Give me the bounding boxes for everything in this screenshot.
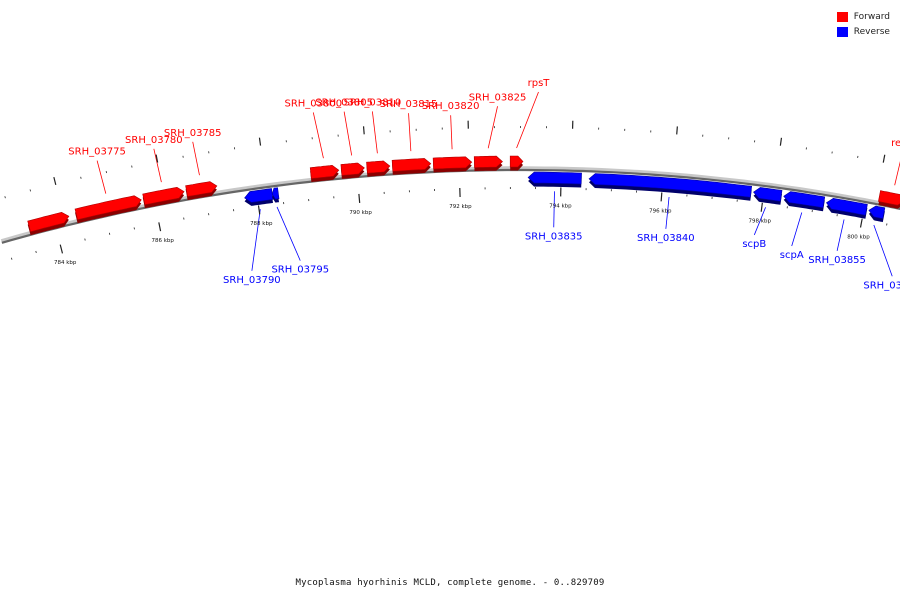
gene-arrow[interactable] — [309, 164, 340, 179]
outer-tick — [155, 154, 159, 163]
gene-arrow[interactable] — [527, 171, 582, 185]
gene-leader-line — [251, 209, 261, 271]
legend: Forward Reverse — [836, 9, 890, 39]
gene-arrow[interactable] — [473, 155, 503, 168]
gene-leader-line — [791, 212, 803, 247]
gene-arrow[interactable] — [588, 173, 753, 198]
scale-label: 790 kbp — [349, 210, 372, 216]
gene-arrow[interactable] — [753, 187, 783, 202]
gene-label: rpsT — [528, 78, 551, 89]
gene-label: SRH_03825 — [469, 92, 527, 103]
scale-tick — [257, 205, 261, 215]
backbone-line — [1, 168, 900, 244]
scale-label: 788 kbp — [250, 221, 273, 227]
gene-arrow[interactable] — [340, 162, 365, 176]
gene-label: SRH_03855 — [808, 255, 866, 266]
gene-leader-line — [408, 113, 412, 152]
scale-tick — [59, 244, 64, 254]
gene-label: SRH_03800 — [284, 98, 342, 109]
gene-label: SRH_03835 — [525, 231, 583, 242]
scale-tick — [859, 218, 863, 228]
gene-leader-line — [276, 206, 301, 261]
gene-label: SRH_03860 — [863, 280, 900, 291]
gene-label: scpB — [742, 239, 766, 250]
legend-swatch-reverse — [836, 26, 848, 37]
gene-label: SRH_03795 — [271, 265, 329, 276]
legend-label-forward: Forward — [853, 11, 890, 22]
outer-tick — [53, 176, 57, 186]
gene-arrow[interactable] — [27, 211, 70, 233]
gene-leader-line — [343, 111, 353, 156]
gene-arrow[interactable] — [825, 197, 868, 216]
gene-label: SRH_03815 — [380, 99, 438, 110]
gene-label: SRH_03780 — [125, 135, 183, 146]
gene-arrow[interactable] — [74, 195, 142, 221]
outer-tick — [258, 137, 262, 146]
gene-leader-line — [553, 191, 555, 228]
scale-tick — [158, 222, 162, 232]
scale-tick — [660, 192, 663, 202]
gene-leader-line — [192, 141, 200, 176]
outer-tick — [882, 154, 886, 163]
gene-leader-line — [873, 224, 893, 277]
outer-tick — [362, 126, 365, 135]
gene-labels-layer: SRH_03775SRH_03780SRH_03785SRH_03790SRH_… — [68, 78, 900, 291]
scale-tick — [760, 202, 763, 212]
outer-tick — [4, 196, 6, 199]
scale-label: 798 kbp — [749, 219, 772, 225]
gene-arrow[interactable] — [142, 186, 185, 206]
gene-leader-line — [665, 196, 670, 229]
gene-label: SRH_03805 — [315, 98, 373, 109]
gene-label: SRH_03840 — [637, 233, 695, 244]
scale-tick — [11, 257, 13, 260]
genome-caption: Mycoplasma hyorhinis MCLD, complete geno… — [295, 578, 605, 588]
gene-arrow[interactable] — [271, 187, 280, 200]
outer-tick — [779, 137, 783, 146]
gene-leader-line — [516, 91, 539, 149]
gene-label: recU — [891, 138, 900, 149]
scale-label: 794 kbp — [549, 203, 572, 209]
outer-tick — [676, 126, 678, 135]
scale-label: 800 kbp — [847, 234, 870, 240]
scale-label: 786 kbp — [151, 238, 174, 244]
gene-leader-line — [836, 219, 845, 251]
gene-leader-line — [753, 207, 766, 236]
gene-arrow[interactable] — [783, 191, 826, 209]
gene-leader-line — [487, 106, 498, 149]
scale-label: 784 kbp — [54, 260, 77, 266]
gene-label: SRH_03820 — [422, 101, 480, 112]
gene-leader-line — [312, 112, 324, 159]
scale-tick — [358, 193, 361, 203]
gene-arrow[interactable] — [509, 155, 524, 168]
gene-arrow[interactable] — [185, 181, 218, 197]
legend-item-forward: Forward — [836, 9, 890, 24]
scale-ticks-layer: 784 kbp 786 kbp 788 kbp 790 kbp 792 kbp 794 k… — [4, 120, 888, 266]
scale-tick — [35, 250, 37, 254]
gene-arrow[interactable] — [878, 190, 900, 206]
gene-label: SRH_03775 — [68, 147, 126, 158]
genes-layer — [27, 155, 900, 236]
gene-arrow[interactable] — [366, 160, 391, 174]
scale-label: 796 kbp — [649, 208, 672, 214]
gene-label: scpA — [780, 250, 804, 261]
gene-arrow[interactable] — [391, 158, 432, 172]
gene-label: SRH_03790 — [223, 275, 281, 286]
gene-leader-line — [153, 148, 162, 183]
gene-leader-line — [371, 111, 378, 154]
genome-backbone — [0, 166, 900, 244]
scale-label: 792 kbp — [449, 204, 472, 210]
gene-leader-line — [450, 115, 453, 150]
gene-arrow[interactable] — [868, 205, 886, 219]
legend-swatch-forward — [836, 11, 848, 22]
gene-leader-line — [894, 161, 900, 186]
gene-label: SRH_03810 — [344, 97, 402, 108]
gene-leader-line — [96, 160, 107, 194]
outer-tick — [29, 189, 31, 192]
legend-item-reverse: Reverse — [836, 24, 890, 39]
gene-label: SRH_03785 — [164, 128, 222, 139]
gene-arrow[interactable] — [432, 156, 473, 170]
legend-label-reverse: Reverse — [853, 26, 890, 37]
